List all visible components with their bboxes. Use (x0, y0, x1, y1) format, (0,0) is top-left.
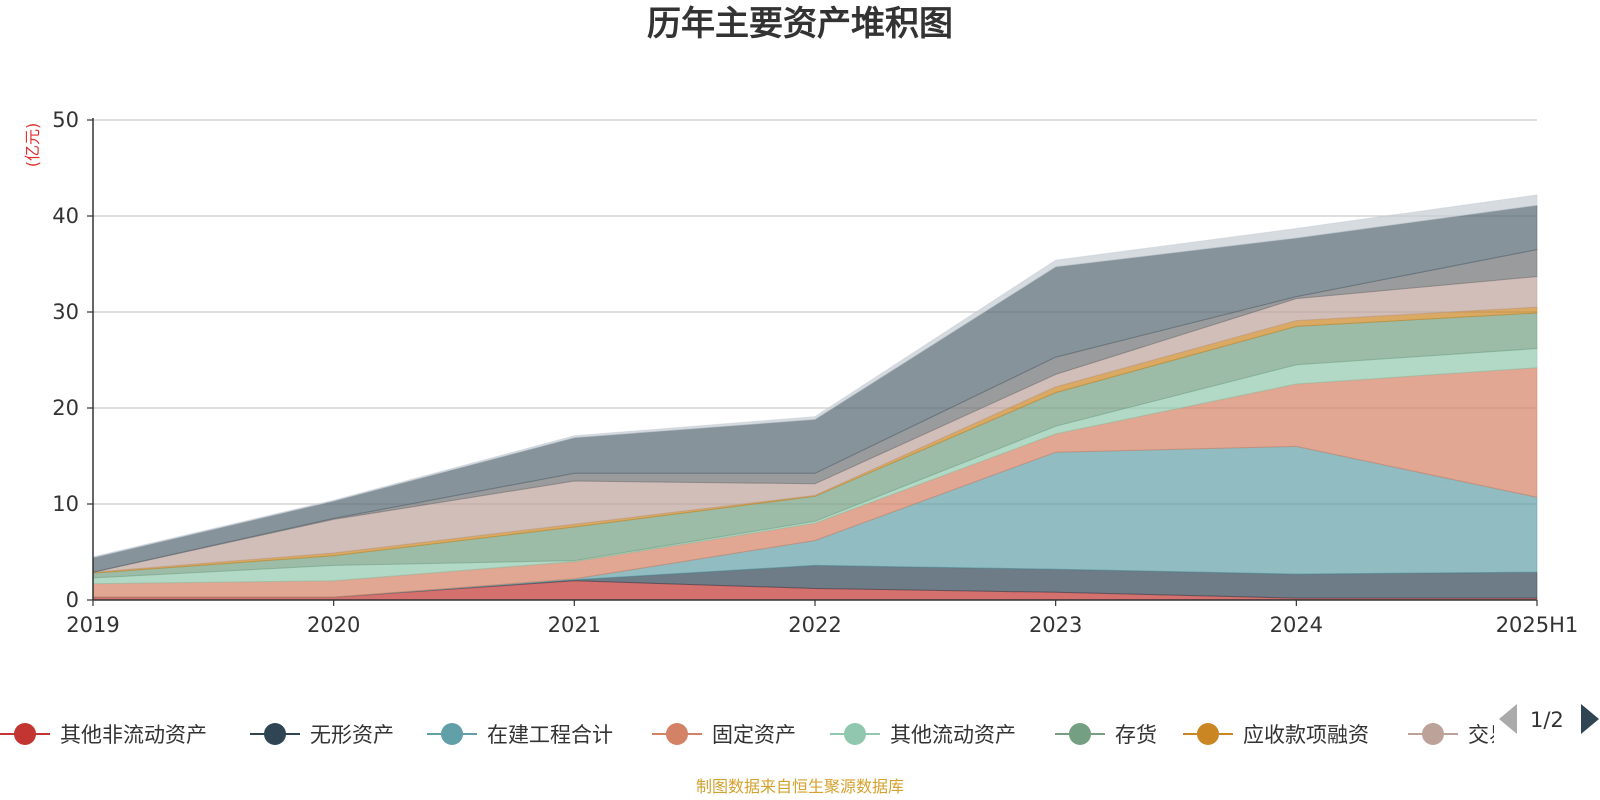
x-tick-label: 2023 (1029, 613, 1082, 637)
legend-label: 存货 (1115, 723, 1157, 747)
legend-prev-icon[interactable] (1499, 704, 1517, 734)
y-tick-label: 10 (52, 492, 79, 516)
legend-item-3[interactable]: 固定资产 (652, 723, 796, 747)
x-tick-label: 2022 (788, 613, 841, 637)
x-tick-label: 2019 (66, 613, 119, 637)
legend-label: 在建工程合计 (487, 723, 613, 747)
axes: 0 10 20 30 40 50 2019 2020 2021 2022 2023 2024 2025H… (52, 108, 1578, 637)
source-note: 制图数据来自恒生聚源数据库 (696, 777, 904, 796)
y-tick-label: 20 (52, 396, 79, 420)
legend-circle-icon (844, 723, 866, 745)
legend-label: 交易性金融资产 (1468, 723, 1600, 747)
y-tick-label: 50 (52, 108, 79, 132)
legend-circle-icon (1197, 723, 1219, 745)
legend-circle-icon (264, 723, 286, 745)
x-tick-label: 2025H1 (1496, 613, 1579, 637)
legend-circle-icon (441, 723, 463, 745)
legend-item-7[interactable]: 交易性金融资产 (1408, 723, 1600, 747)
legend-circle-icon (1422, 723, 1444, 745)
x-tick-label: 2020 (307, 613, 360, 637)
x-tick-label: 2021 (548, 613, 601, 637)
x-tick-label: 2024 (1270, 613, 1323, 637)
y-tick-label: 30 (52, 300, 79, 324)
legend: 其他非流动资产 无形资产 在建工程合计 固定资产 其他流动资产 存货 应收款项融资 交易性金融… (0, 723, 1600, 747)
legend-item-1[interactable]: 无形资产 (250, 723, 394, 747)
legend-label: 其他流动资产 (890, 723, 1016, 747)
legend-next-icon[interactable] (1581, 704, 1599, 734)
legend-item-2[interactable]: 在建工程合计 (427, 723, 613, 747)
legend-item-0[interactable]: 其他非流动资产 (0, 723, 207, 747)
areas (92, 194, 1538, 601)
legend-circle-icon (14, 723, 36, 745)
legend-item-6[interactable]: 应收款项融资 (1183, 723, 1369, 747)
legend-item-5[interactable]: 存货 (1055, 723, 1157, 747)
legend-circle-icon (1069, 723, 1091, 745)
y-axis-label: (亿元) (23, 123, 42, 168)
area-series-10 (92, 194, 1538, 559)
legend-label: 应收款项融资 (1243, 723, 1369, 747)
legend-label: 其他非流动资产 (60, 723, 207, 747)
y-tick-label: 0 (66, 588, 79, 612)
legend-page-indicator: 1/2 (1530, 708, 1564, 732)
legend-pager: 1/2 (1499, 704, 1599, 734)
legend-label: 固定资产 (712, 723, 796, 747)
chart-title: 历年主要资产堆积图 (647, 4, 953, 44)
legend-item-4[interactable]: 其他流动资产 (830, 723, 1016, 747)
legend-circle-icon (666, 723, 688, 745)
y-tick-label: 40 (52, 204, 79, 228)
legend-label: 无形资产 (310, 723, 394, 747)
